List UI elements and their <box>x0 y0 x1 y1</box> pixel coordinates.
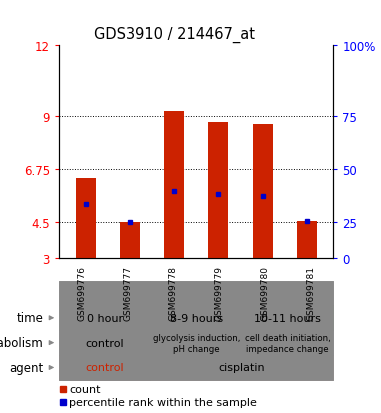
Text: GSM699779: GSM699779 <box>215 266 224 320</box>
Bar <box>105 281 150 306</box>
Bar <box>59 306 150 330</box>
Bar <box>120 222 140 258</box>
Bar <box>150 281 196 306</box>
Bar <box>164 112 184 258</box>
Bar <box>59 330 150 355</box>
Text: percentile rank within the sample: percentile rank within the sample <box>69 397 257 407</box>
Text: agent: agent <box>10 361 44 374</box>
Text: GSM699781: GSM699781 <box>306 266 315 320</box>
Bar <box>208 122 228 258</box>
Text: GSM699778: GSM699778 <box>169 266 178 320</box>
Bar <box>150 306 242 330</box>
Text: metabolism: metabolism <box>0 336 44 349</box>
Bar <box>196 281 242 306</box>
Text: glycolysis induction,
pH change: glycolysis induction, pH change <box>152 333 240 353</box>
Text: GSM699776: GSM699776 <box>77 266 86 320</box>
Text: 0 hour: 0 hour <box>87 313 123 323</box>
Text: GSM699777: GSM699777 <box>123 266 132 320</box>
Text: 8-9 hours: 8-9 hours <box>170 313 223 323</box>
Bar <box>150 355 333 380</box>
Text: count: count <box>69 384 101 394</box>
Bar <box>59 355 150 380</box>
Text: control: control <box>85 363 124 373</box>
Bar <box>76 179 96 258</box>
Text: cisplatin: cisplatin <box>219 363 265 373</box>
Bar <box>150 330 242 355</box>
Text: 10-11 hours: 10-11 hours <box>254 313 321 323</box>
Bar <box>253 125 272 258</box>
Bar <box>297 221 317 258</box>
Bar <box>242 281 288 306</box>
Bar <box>242 306 333 330</box>
Title: GDS3910 / 214467_at: GDS3910 / 214467_at <box>94 26 255 43</box>
Bar <box>59 281 333 380</box>
Text: control: control <box>85 338 124 348</box>
Bar <box>59 281 105 306</box>
Bar <box>242 330 333 355</box>
Text: time: time <box>17 311 44 325</box>
Text: cell death initiation,
impedance change: cell death initiation, impedance change <box>245 333 331 353</box>
Text: GSM699780: GSM699780 <box>260 266 269 320</box>
Bar <box>288 281 333 306</box>
